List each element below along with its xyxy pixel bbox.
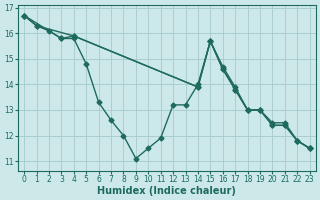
X-axis label: Humidex (Indice chaleur): Humidex (Indice chaleur): [98, 186, 236, 196]
